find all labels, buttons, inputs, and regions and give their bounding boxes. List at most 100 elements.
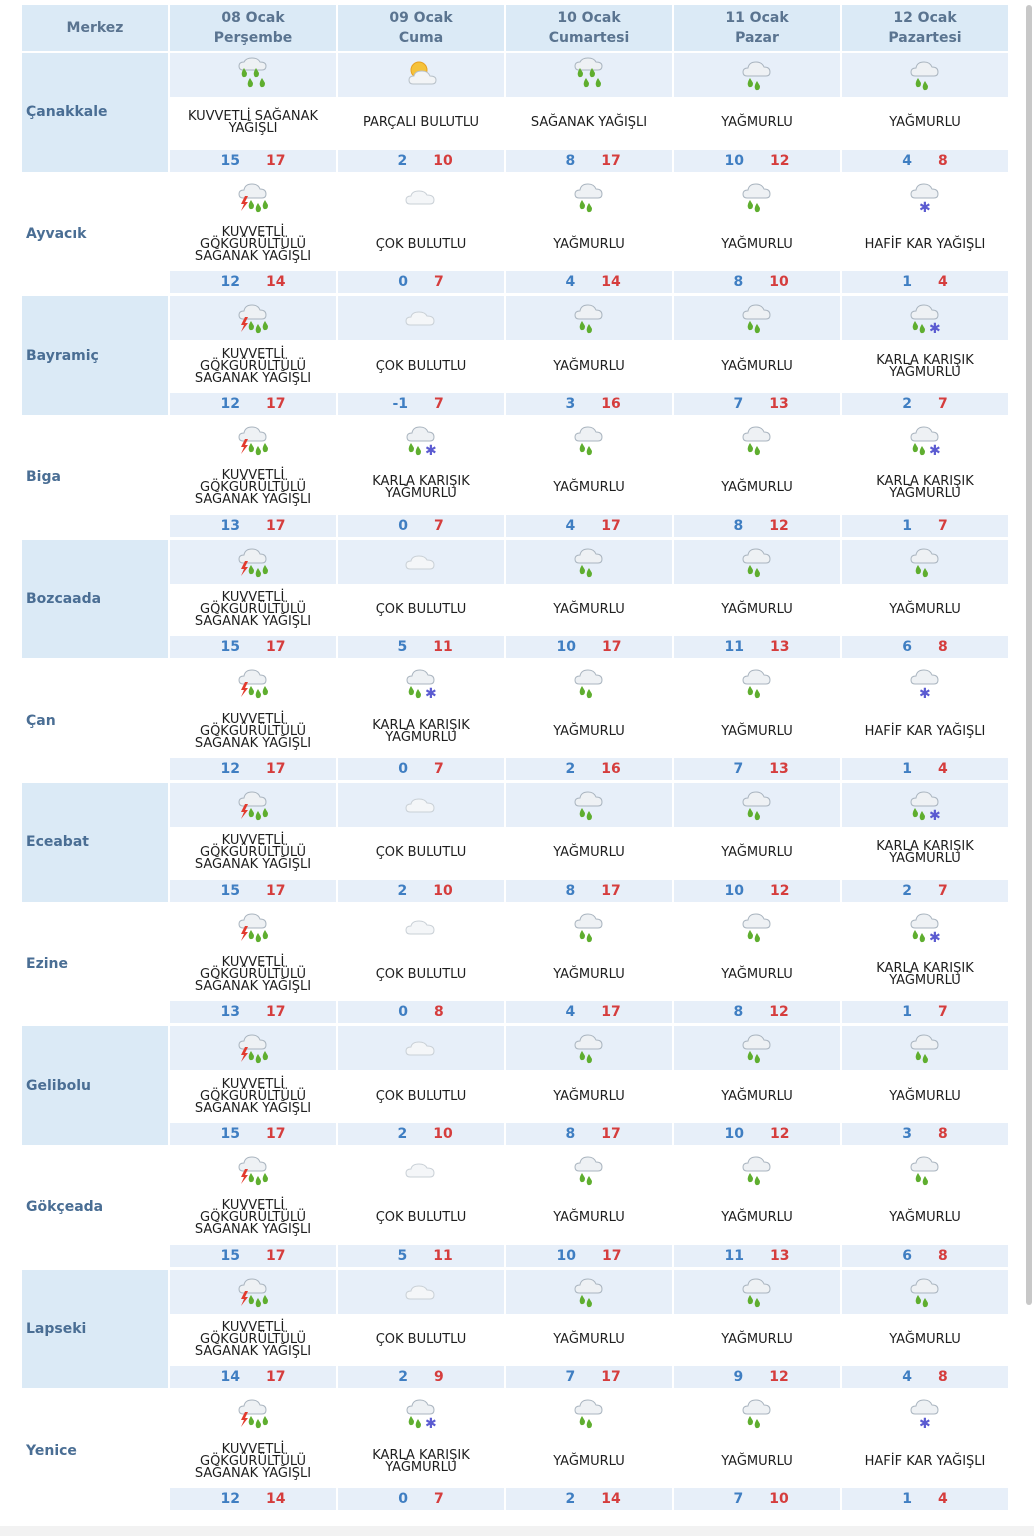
min-temp: -1 xyxy=(392,395,408,412)
temperature-range: 15 17 xyxy=(170,1244,336,1267)
svg-text:✱: ✱ xyxy=(929,443,941,459)
city-name: Ayvacık xyxy=(22,175,168,297)
min-temp: 1 xyxy=(902,760,912,777)
temperature-range: 8 12 xyxy=(674,514,840,537)
rain-cloud-icon xyxy=(674,175,840,219)
heavy-rain-icon xyxy=(506,53,672,97)
weather-description: KARLA KARIŞIK YAĞMURLU xyxy=(876,839,974,867)
sun-cloud-icon xyxy=(338,53,504,97)
forecast-cell: YAĞMURLU 3 16 xyxy=(506,296,672,418)
weather-description: YAĞMURLU xyxy=(721,358,793,374)
min-temp: 6 xyxy=(902,1247,912,1264)
min-temp: 0 xyxy=(398,517,408,534)
max-temp: 10 xyxy=(433,1125,453,1142)
forecast-cell: ✱ HAFİF KAR YAĞIŞLI 1 4 xyxy=(842,175,1008,297)
min-temp: 8 xyxy=(565,882,576,899)
temperature-range: 7 13 xyxy=(674,392,840,415)
city-name: Ezine xyxy=(22,905,168,1027)
temperature-range: 8 10 xyxy=(674,271,840,294)
min-temp: 12 xyxy=(220,274,240,291)
snow-cloud-icon: ✱ xyxy=(842,661,1008,705)
thunder-rain-cloud-icon xyxy=(170,661,336,705)
min-temp: 1 xyxy=(902,1490,912,1507)
weather-description: ÇOK BULUTLU xyxy=(375,966,467,982)
temperature-range: 4 17 xyxy=(506,1001,672,1024)
weather-description: YAĞMURLU xyxy=(889,601,961,617)
max-temp: 17 xyxy=(266,1125,286,1142)
weather-description: PARÇALI BULUTLU xyxy=(362,115,480,131)
min-temp: 4 xyxy=(565,274,576,291)
temperature-range: 13 17 xyxy=(170,1001,336,1024)
forecast-cell: ÇOK BULUTLU 5 11 xyxy=(338,539,504,662)
forecast-cell: KUVVETLİ GÖKGÜRÜLTÜLÜ SAĞANAK YAĞIŞLI 15 1… xyxy=(170,782,336,905)
min-temp: 0 xyxy=(398,760,408,777)
cloud-icon xyxy=(338,1026,504,1071)
rain-cloud-icon xyxy=(506,782,672,827)
min-temp: 8 xyxy=(733,1004,744,1021)
cloud-icon xyxy=(338,905,504,949)
max-temp: 7 xyxy=(434,274,444,291)
rain-cloud-icon xyxy=(674,539,840,584)
forecast-cell: KUVVETLİ GÖKGÜRÜLTÜLÜ SAĞANAK YAĞIŞLI 15 1… xyxy=(170,539,336,662)
forecast-cell: KUVVETLİ GÖKGÜRÜLTÜLÜ SAĞANAK YAĞIŞLI 15 1… xyxy=(170,1148,336,1270)
city-name: Çan xyxy=(22,661,168,783)
weather-description: YAĞMURLU xyxy=(889,1088,961,1104)
rain-cloud-icon xyxy=(674,905,840,949)
cloud-icon xyxy=(338,175,504,219)
weather-description: YAĞMURLU xyxy=(553,723,625,739)
scrollbar[interactable] xyxy=(1026,5,1032,1305)
forecast-table: Merkez 08 Ocak Perşembe 09 Ocak Cuma 10 Oc… xyxy=(22,5,1008,1523)
weather-description: ÇOK BULUTLU xyxy=(375,1210,467,1226)
weather-description: SAĞANAK YAĞIŞLI xyxy=(530,115,648,131)
rain-cloud-icon xyxy=(674,782,840,827)
max-temp: 8 xyxy=(938,152,948,169)
rain-cloud-icon xyxy=(842,53,1008,97)
header-date: 12 Ocak xyxy=(893,10,957,26)
min-temp: 13 xyxy=(220,1004,240,1021)
min-temp: 5 xyxy=(397,639,408,656)
rain-cloud-icon xyxy=(506,418,672,462)
min-temp: 0 xyxy=(398,274,408,291)
weather-description: ÇOK BULUTLU xyxy=(375,601,467,617)
min-temp: 3 xyxy=(902,1125,912,1142)
forecast-cell: ✱ KARLA KARIŞIK YAĞMURLU 1 7 xyxy=(842,905,1008,1027)
rain-cloud-icon xyxy=(506,296,672,341)
max-temp: 14 xyxy=(266,274,286,291)
temperature-range: -1 7 xyxy=(338,392,504,415)
min-temp: 15 xyxy=(220,1247,240,1264)
min-temp: 15 xyxy=(220,1125,240,1142)
weather-description: ÇOK BULUTLU xyxy=(375,845,467,861)
forecast-cell: YAĞMURLU 10 12 xyxy=(674,53,840,175)
forecast-cell: ✱ KARLA KARIŞIK YAĞMURLU 0 7 xyxy=(338,1391,504,1513)
max-temp: 10 xyxy=(769,1490,789,1507)
weather-description: KUVVETLİ GÖKGÜRÜLTÜLÜ SAĞANAK YAĞIŞLI xyxy=(194,468,312,508)
max-temp: 8 xyxy=(938,1247,948,1264)
weather-description: HAFİF KAR YAĞIŞLI xyxy=(864,1453,986,1469)
weather-description: YAĞMURLU xyxy=(721,115,793,131)
min-temp: 2 xyxy=(397,152,408,169)
header-day-1: 09 Ocak Cuma xyxy=(338,5,504,53)
weather-description: KARLA KARIŞIK YAĞMURLU xyxy=(372,1447,470,1475)
temperature-range: 8 12 xyxy=(674,1001,840,1024)
max-temp: 17 xyxy=(266,882,286,899)
weather-description: YAĞMURLU xyxy=(721,480,793,496)
weather-description: KUVVETLİ GÖKGÜRÜLTÜLÜ SAĞANAK YAĞIŞLI xyxy=(194,1441,312,1481)
sleet-cloud-icon: ✱ xyxy=(338,1391,504,1435)
svg-text:✱: ✱ xyxy=(929,930,941,946)
min-temp: 5 xyxy=(397,1247,408,1264)
min-temp: 11 xyxy=(724,1247,744,1264)
max-temp: 14 xyxy=(266,1490,286,1507)
weather-description: ÇOK BULUTLU xyxy=(375,1331,467,1347)
max-temp: 12 xyxy=(769,1004,789,1021)
max-temp: 17 xyxy=(602,639,622,656)
forecast-cell: KUVVETLİ GÖKGÜRÜLTÜLÜ SAĞANAK YAĞIŞLI 13 1… xyxy=(170,418,336,540)
weather-description: YAĞMURLU xyxy=(721,1210,793,1226)
forecast-cell: PARÇALI BULUTLU 2 10 xyxy=(338,53,504,175)
weather-description: KARLA KARIŞIK YAĞMURLU xyxy=(372,717,470,745)
forecast-cell: KUVVETLİ GÖKGÜRÜLTÜLÜ SAĞANAK YAĞIŞLI 12 1… xyxy=(170,175,336,297)
max-temp: 17 xyxy=(266,1369,286,1386)
forecast-cell: YAĞMURLU 6 8 xyxy=(842,1148,1008,1270)
forecast-cell: ✱ HAFİF KAR YAĞIŞLI 1 4 xyxy=(842,1391,1008,1513)
